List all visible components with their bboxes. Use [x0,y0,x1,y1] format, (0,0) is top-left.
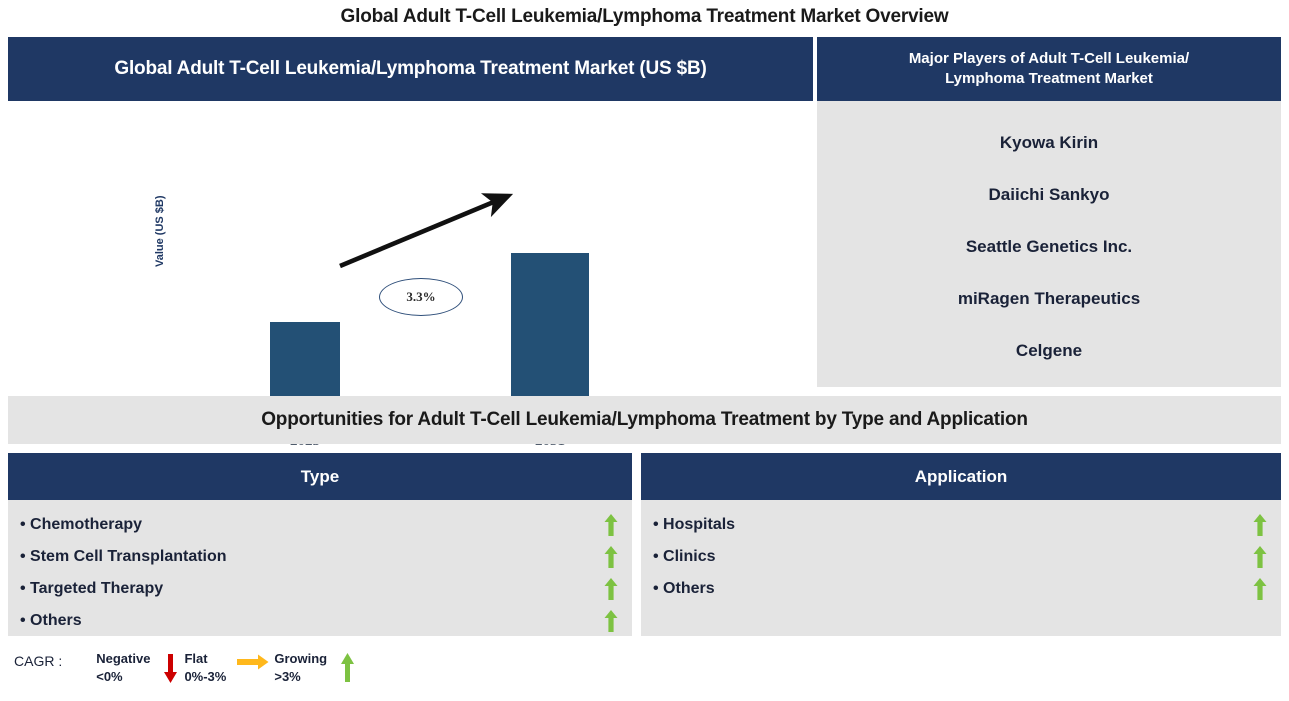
type-item-label: • Targeted Therapy [20,580,164,597]
list-item: • Others [8,605,632,637]
growth-arrow-icon [339,193,514,269]
bar-chart: Value (US $B) 3.3% 2025 2031 Source : Lu… [8,101,813,482]
list-item: Seattle Genetics Inc. [965,237,1133,256]
bar-2031 [511,253,589,423]
application-item-label: • Hospitals [653,516,736,533]
list-item: Celgene [1015,341,1083,360]
arrow-up-icon [1253,546,1267,568]
arrow-up-icon [604,578,618,600]
arrow-down-icon [160,650,180,686]
list-item: • Clinics [641,541,1281,573]
cagr-legend: CAGR : Negative <0% Flat 0%-3% [14,650,454,696]
type-item-label: • Others [20,612,82,629]
cagr-legend-growing-name: Growing [274,651,328,666]
arrow-up-icon [1253,514,1267,536]
list-item: • Stem Cell Transplantation [8,541,632,573]
cagr-callout-value: 3.3% [406,289,436,304]
chart-panel-header-label: Global Adult T-Cell Leukemia/Lymphoma Tr… [114,58,707,79]
arrow-up-icon [337,650,357,686]
page-title: Global Adult T-Cell Leukemia/Lymphoma Tr… [340,6,949,27]
cagr-legend-flat-range: 0%-3% [184,668,227,684]
opportunities-banner-label: Opportunities for Adult T-Cell Leukemia/… [261,409,1028,430]
type-column-body: • Chemotherapy • Stem Cell Transplantati… [8,500,632,636]
type-item-label: • Stem Cell Transplantation [20,548,227,565]
list-item: miRagen Therapeutics [957,289,1141,308]
cagr-legend-item-growing: Growing >3% [274,650,327,685]
major-players-header-line2: Lymphoma Treatment Market [945,70,1153,87]
major-players-header: Major Players of Adult T-Cell Leukemia/ … [817,37,1281,101]
chart-y-axis-label: Value (US $B) [154,195,166,267]
major-players-list: Kyowa Kirin Daiichi Sankyo Seattle Genet… [817,101,1281,387]
application-column: Application • Hospitals • Clinics • Othe… [641,453,1281,636]
major-players-panel: Major Players of Adult T-Cell Leukemia/ … [817,37,1281,387]
chart-panel-header: Global Adult T-Cell Leukemia/Lymphoma Tr… [8,37,813,101]
type-item-label: • Chemotherapy [20,516,143,533]
cagr-legend-growing-range: >3% [274,668,301,684]
opportunities-banner: Opportunities for Adult T-Cell Leukemia/… [8,396,1281,444]
cagr-legend-item-flat: Flat 0%-3% [184,650,226,685]
application-item-label: • Others [653,580,715,597]
application-item-label: • Clinics [653,548,716,565]
cagr-legend-title: CAGR : [14,653,63,669]
cagr-legend-item-negative: Negative <0% [96,650,150,685]
cagr-legend-negative-range: <0% [96,668,123,684]
type-column-header: Type [8,453,632,500]
arrow-up-icon [604,610,618,632]
arrow-up-icon [604,546,618,568]
application-column-header-label: Application [914,466,1008,486]
arrow-right-icon [236,650,270,690]
list-item: • Targeted Therapy [8,573,632,605]
list-item: • Chemotherapy [8,509,632,541]
cagr-legend-flat-name: Flat [184,651,208,666]
list-item: Daiichi Sankyo [988,185,1110,204]
list-item: • Hospitals [641,509,1281,541]
arrow-up-icon [1253,578,1267,600]
cagr-legend-negative-name: Negative [96,651,151,666]
type-column-header-label: Type [300,466,340,486]
market-chart-panel: Global Adult T-Cell Leukemia/Lymphoma Tr… [8,37,813,482]
list-item: • Others [641,573,1281,605]
type-column: Type • Chemotherapy • Stem Cell Transpla… [8,453,632,636]
list-item: Kyowa Kirin [999,133,1099,152]
application-column-body: • Hospitals • Clinics • Others [641,500,1281,636]
arrow-up-icon [604,514,618,536]
application-column-header: Application [641,453,1281,500]
cagr-callout-bubble: 3.3% [379,278,463,316]
major-players-header-line1: Major Players of Adult T-Cell Leukemia/ [908,49,1190,67]
